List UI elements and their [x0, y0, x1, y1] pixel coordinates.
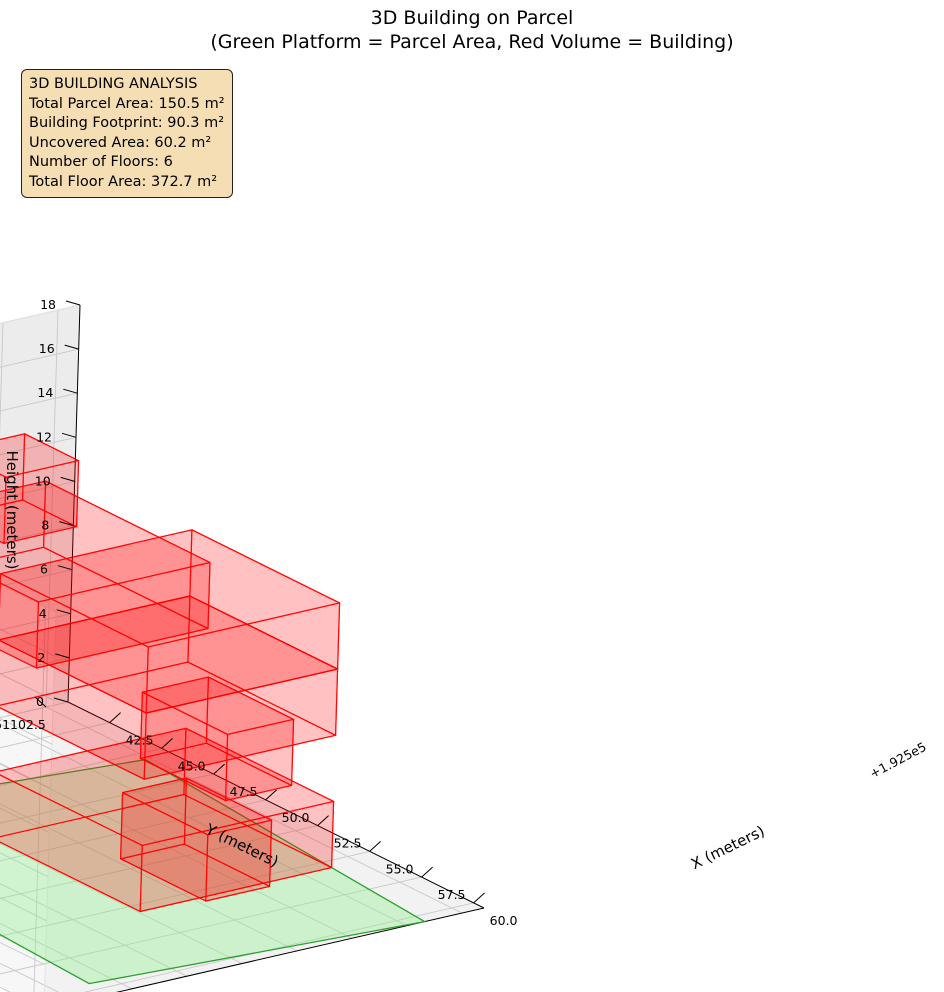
x-tick-mark: [109, 712, 121, 723]
parcel-polygon: [0, 758, 427, 985]
z-tick-label: 6: [40, 562, 48, 577]
info-line: Uncovered Area: 60.2 m²: [29, 134, 212, 151]
building-face: [0, 480, 211, 603]
x-tick-label: 52.5: [334, 836, 362, 851]
building-face: [0, 433, 80, 478]
x-tick-label: 45.0: [178, 758, 206, 773]
analysis-info-box: 3D BUILDING ANALYSIS Total Parcel Area: 1…: [21, 69, 233, 198]
gridline-y-floor: [0, 883, 188, 977]
gridline-y-floor: [0, 922, 133, 990]
gridline-y-floor: [0, 723, 408, 927]
z-tick-mark: [65, 300, 81, 306]
gridline-x-floor: [0, 773, 214, 824]
tick-labels: 42.545.047.550.052.555.057.560.0551085.0…: [0, 297, 518, 928]
x-tick-label: 42.5: [126, 733, 154, 748]
z-axis-line: [67, 304, 81, 703]
z-tick-mark: [56, 609, 71, 615]
info-line: Building Footprint: 90.3 m²: [29, 115, 225, 131]
building-volume: [0, 433, 341, 913]
z-tick-mark: [59, 521, 74, 527]
z-tick-label: 12: [36, 429, 52, 444]
z-tick-label: 2: [37, 650, 45, 665]
gridline-y-floor: [0, 962, 60, 992]
y-tick-mark: [34, 696, 47, 708]
chart-title: 3D Building on Parcel: [370, 7, 574, 29]
x-axis-offset-label: +1.925e5: [867, 739, 929, 781]
gridline-z-left: [0, 348, 79, 368]
gridline-x-floor: [0, 799, 266, 862]
gridline-y-floor: [0, 843, 243, 964]
z-tick-mark: [60, 476, 75, 482]
z-tick-mark: [64, 344, 79, 350]
gridline-x-floor: [0, 747, 162, 786]
x-tick-mark: [265, 789, 277, 801]
x-tick-label: 50.0: [282, 810, 310, 825]
y-axis-line: [67, 701, 485, 909]
gridline-z-left: [0, 436, 77, 456]
z-tick-label: 16: [39, 341, 55, 356]
building-block: [119, 777, 273, 902]
z-tick-label: 18: [40, 297, 56, 312]
z-tick-mark: [53, 697, 69, 703]
parcel-platform: [0, 758, 427, 985]
gridline-y-floor: [0, 803, 298, 952]
gridline-z-left: [0, 480, 75, 500]
x-tick-mark: [473, 892, 485, 904]
info-line: Total Floor Area: 372.7 m²: [29, 173, 218, 190]
z-tick-mark: [55, 653, 70, 659]
x-tick-label: 47.5: [230, 784, 258, 799]
z-tick-mark: [63, 388, 78, 394]
x-tick-mark: [317, 815, 329, 826]
chart-subtitle: (Green Platform = Parcel Area, Red Volum…: [210, 31, 734, 53]
building-face: [0, 727, 335, 847]
z-axis-label: Height (meters): [3, 451, 21, 570]
gridline-y-wall: [45, 309, 59, 708]
x-tick-mark: [161, 738, 173, 749]
gridline-x-floor: [0, 722, 110, 749]
gridline-x-wall: [33, 606, 47, 992]
gridline-y-floor: [45, 706, 463, 914]
gridline-x-floor: [0, 825, 318, 899]
z-tick-label: 8: [41, 518, 49, 533]
pane-edge: [44, 611, 57, 992]
building-face: [121, 777, 273, 836]
info-line: 3D BUILDING ANALYSIS: [29, 76, 198, 92]
building-block: [139, 676, 295, 802]
x-axis-label: X (meters): [688, 822, 768, 873]
building-block: [0, 433, 80, 545]
chart-title-block: 3D Building on Parcel (Green Platform = …: [0, 6, 944, 54]
building-block: [0, 529, 341, 714]
axis-lines: [0, 304, 485, 992]
floor-pane: [0, 702, 484, 992]
x-tick-label: 57.5: [438, 887, 466, 902]
building-block: [0, 480, 211, 669]
x-tick-label: 60.0: [490, 913, 518, 928]
building-block: [0, 727, 335, 913]
z-tick-label: 0: [36, 694, 44, 709]
z-tick-label: 14: [37, 385, 53, 400]
x-tick-mark: [369, 841, 381, 852]
gridline-x-floor: [0, 876, 422, 975]
pane-edge: [0, 304, 81, 324]
x-tick-label: 55.0: [386, 861, 414, 876]
z-tick-mark: [61, 432, 77, 438]
building-face: [0, 529, 341, 648]
building-face: [141, 676, 295, 736]
x-tick-mark: [421, 866, 433, 878]
gridline-y-floor: [0, 763, 353, 939]
z-tick-label: 4: [39, 606, 47, 621]
x-tick-mark: [213, 763, 225, 775]
gridline-z-left: [0, 392, 78, 412]
info-line: Number of Floors: 6: [29, 154, 173, 170]
z-tick-label: 10: [35, 473, 51, 488]
y-tick-label: 551102.5: [0, 717, 46, 732]
info-line: Total Parcel Area: 150.5 m²: [29, 95, 225, 112]
z-tick-mark: [57, 565, 73, 571]
gridline-y-wall: [0, 322, 4, 437]
